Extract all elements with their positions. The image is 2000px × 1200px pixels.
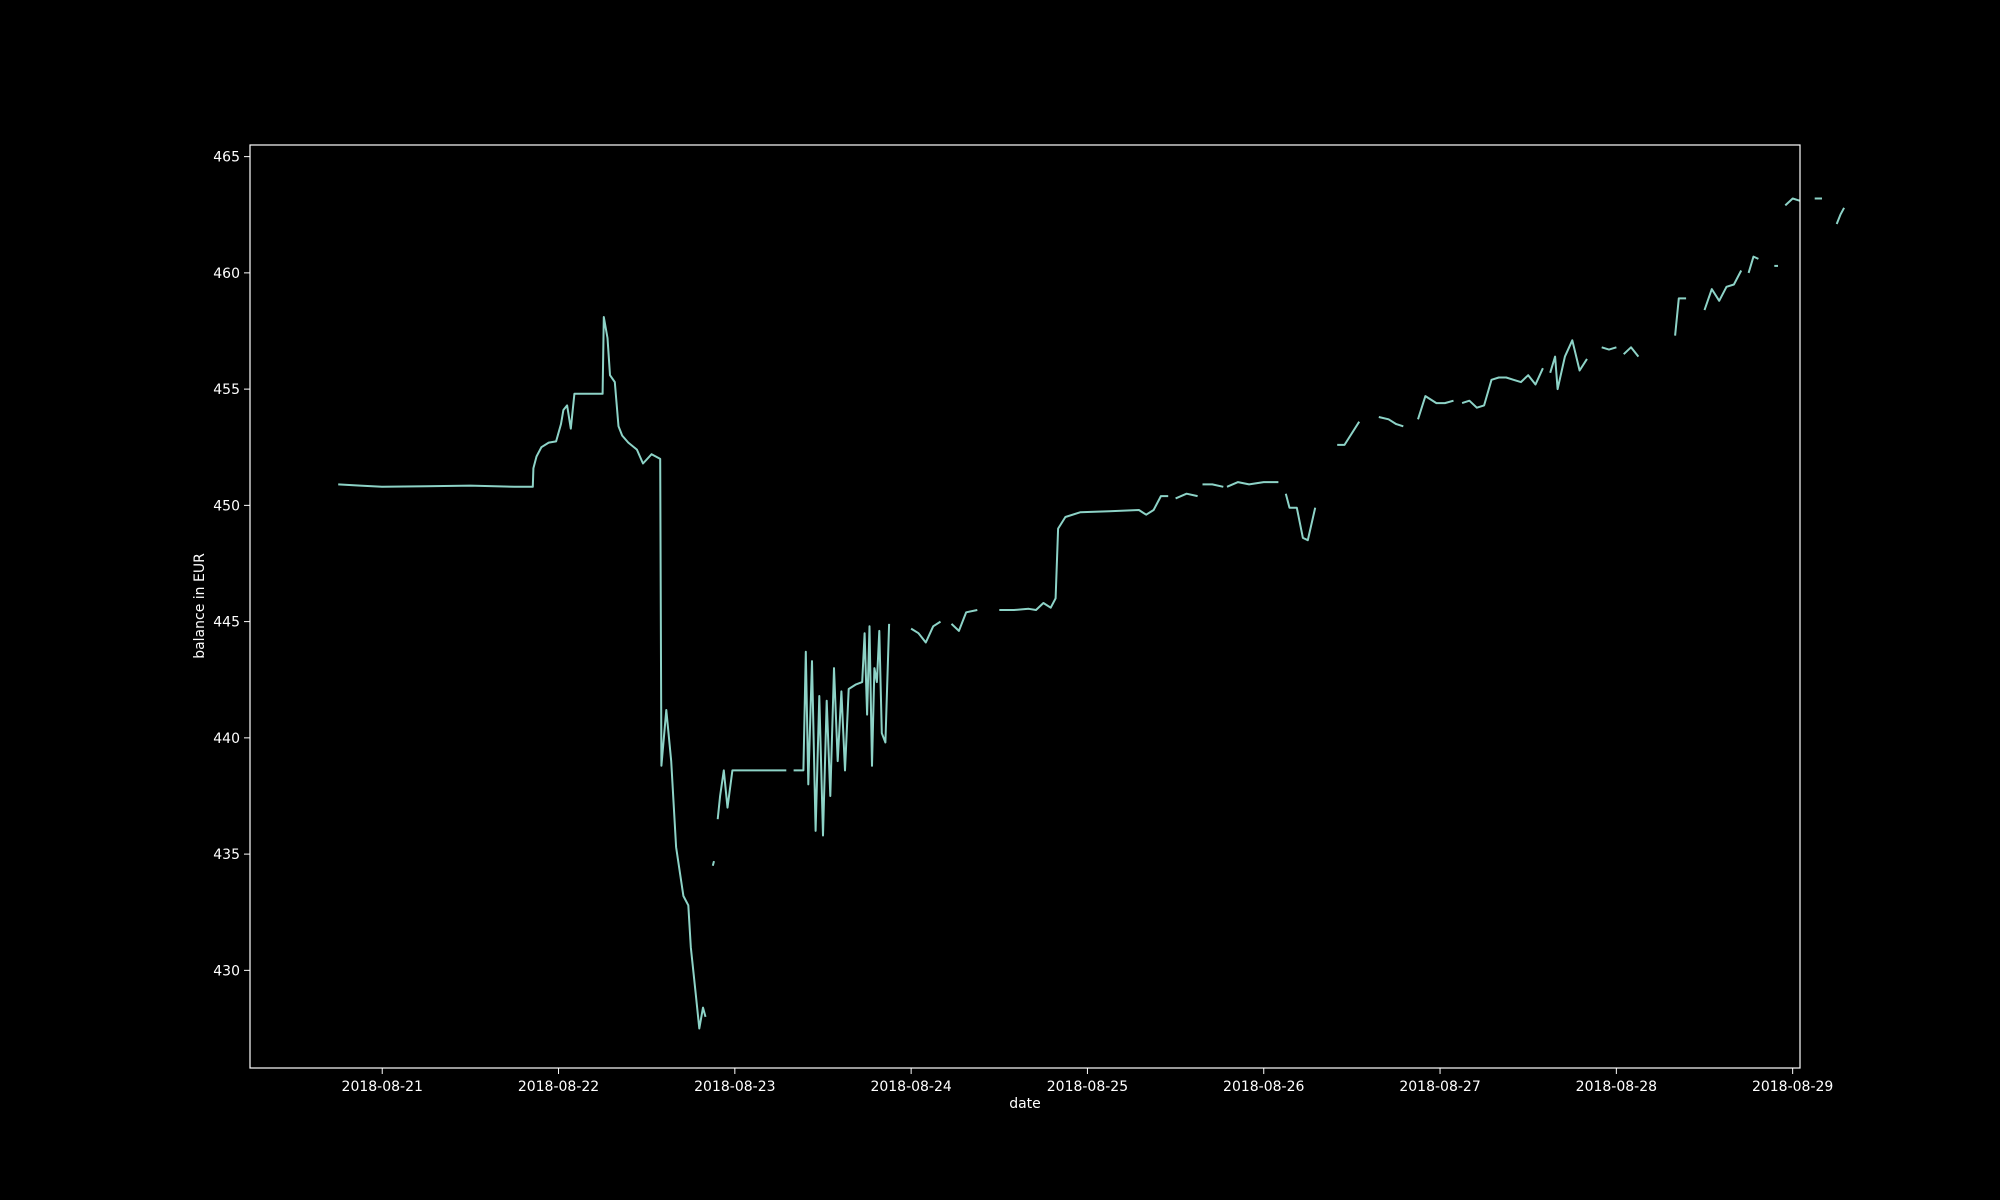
balance-series-line [1549,339,1588,391]
x-tick-label: 2018-08-25 [1047,1079,1128,1095]
y-tick-label: 455 [213,382,240,398]
balance-series-line [1703,270,1743,311]
y-axis: 430 435 440 445 450 455 460 465 [213,150,250,979]
x-axis: 2018-08-21 2018-08-22 2018-08-23 2018-08-24… [342,1068,1833,1095]
x-tick-label: 2018-08-23 [694,1079,775,1095]
balance-series-line [1226,481,1279,488]
axes-frame [249,144,1801,1069]
balance-series-line [1747,255,1759,274]
x-tick-label: 2018-08-27 [1399,1079,1480,1095]
balance-series-line [1202,483,1224,488]
y-tick-label: 460 [213,266,240,282]
balance-series-line [1601,346,1617,351]
x-tick-label: 2018-08-24 [870,1079,951,1095]
balance-series-line [1461,367,1544,409]
y-axis-label: balance in EUR [192,553,208,659]
y-tick-label: 440 [213,731,240,747]
balance-series-line [910,620,942,644]
x-axis-label: date [1009,1096,1041,1112]
plot-area [338,197,1845,1030]
balance-series-line [1784,197,1801,207]
x-tick-label: 2018-08-29 [1752,1079,1833,1095]
balance-series-line [716,769,787,820]
balance-series-line [1623,346,1640,358]
y-tick-label: 445 [213,615,240,631]
balance-series-line [1337,421,1361,446]
x-tick-label: 2018-08-21 [342,1079,423,1095]
balance-series-line [1378,416,1404,428]
y-tick-label: 435 [213,847,240,863]
balance-series-line [1835,207,1845,225]
balance-series-line [999,495,1169,611]
balance-series-line [950,609,978,632]
x-tick-label: 2018-08-26 [1223,1079,1304,1095]
x-tick-label: 2018-08-22 [518,1079,599,1095]
balance-series-line [1175,492,1198,500]
balance-series-line [1284,493,1317,542]
balance-series-line [338,316,707,1030]
balance-series-line [1674,297,1687,336]
balance-series-line [1417,395,1454,420]
y-tick-label: 450 [213,498,240,514]
x-tick-label: 2018-08-28 [1576,1079,1657,1095]
balance-series-line [711,860,715,866]
y-tick-label: 430 [213,963,240,979]
balance-series-line [793,623,891,837]
y-tick-label: 465 [213,150,240,166]
